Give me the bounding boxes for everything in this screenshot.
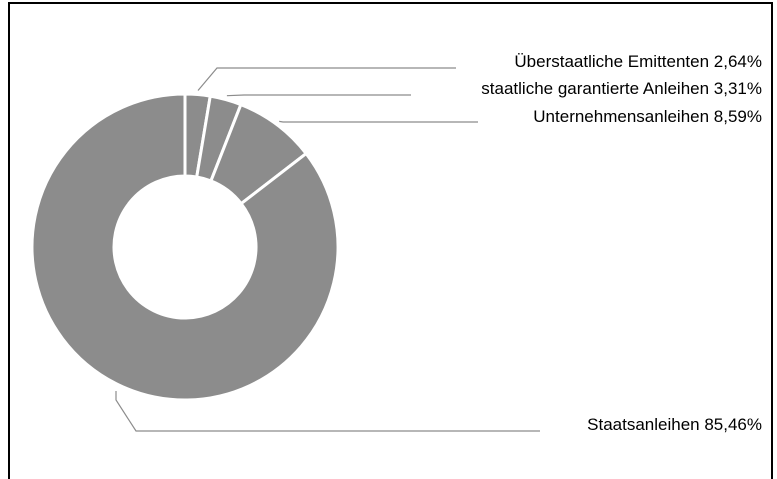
leader-line-government [115, 391, 540, 432]
slice-label-government: Staatsanleihen 85,46% [587, 415, 762, 434]
slice-label-supranational: Überstaatliche Emittenten 2,64% [514, 52, 762, 71]
leader-line-government-guaranteed [226, 94, 411, 97]
chart-frame [8, 2, 773, 479]
slice-label-corporate: Unternehmensanleihen 8,59% [533, 107, 762, 126]
leader-line-corporate [279, 120, 478, 123]
slice-government [30, 92, 340, 402]
leader-lines-layer [115, 67, 540, 432]
slices-layer [30, 92, 340, 402]
slice-label-government-guaranteed: staatliche garantierte Anleihen 3,31% [481, 79, 762, 98]
leader-line-supranational [197, 67, 456, 91]
